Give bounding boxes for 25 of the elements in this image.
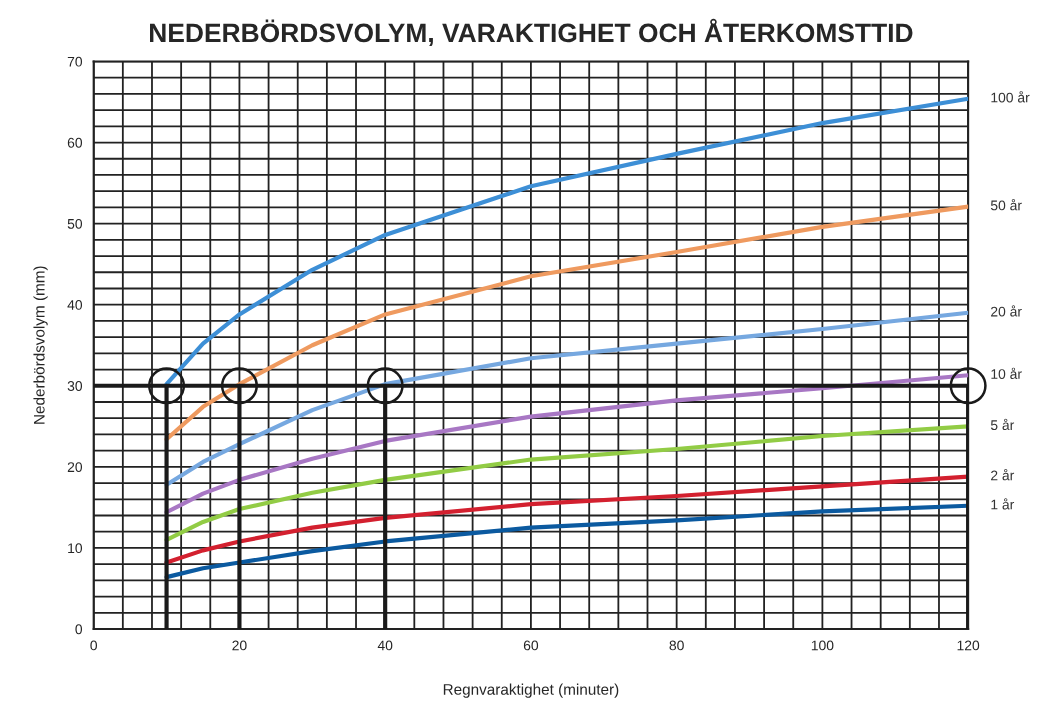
y-tick-label: 20 [67, 462, 83, 473]
x-tick-label: 100 [811, 640, 834, 651]
y-tick-label: 40 [67, 300, 83, 310]
series-label: 2 år [991, 468, 1015, 481]
y-axis-title: Nederbördsvolym (mm) [33, 266, 48, 424]
x-axis-title: Regnvaraktighet (minuter) [443, 683, 619, 698]
x-tick-label: 40 [377, 640, 393, 651]
series-label: 5 år [990, 418, 1015, 431]
series-label: 100 år [991, 91, 1030, 103]
x-tick-label: 60 [523, 640, 539, 651]
y-tick-label: 60 [67, 137, 83, 148]
x-tick-label: 20 [232, 640, 247, 651]
y-tick-label: 70 [67, 56, 83, 67]
series-label: 50 år [990, 198, 1022, 211]
y-tick-label: 10 [68, 543, 83, 554]
x-tick-label: 120 [957, 640, 980, 651]
x-tick-label: 80 [669, 640, 684, 651]
y-tick-label: 0 [75, 624, 83, 635]
x-tick-label: 0 [90, 640, 98, 651]
chart-title: NEDERBÖRDSVOLYM, VARAKTIGHET OCH ÅTERKOMSTTID [150, 18, 913, 47]
series-label: 20 år [991, 305, 1022, 317]
y-tick-label: 30 [67, 381, 83, 391]
series-label: 1 år [991, 498, 1015, 510]
y-tick-label: 50 [67, 218, 83, 229]
series-label: 10 år [991, 367, 1022, 379]
